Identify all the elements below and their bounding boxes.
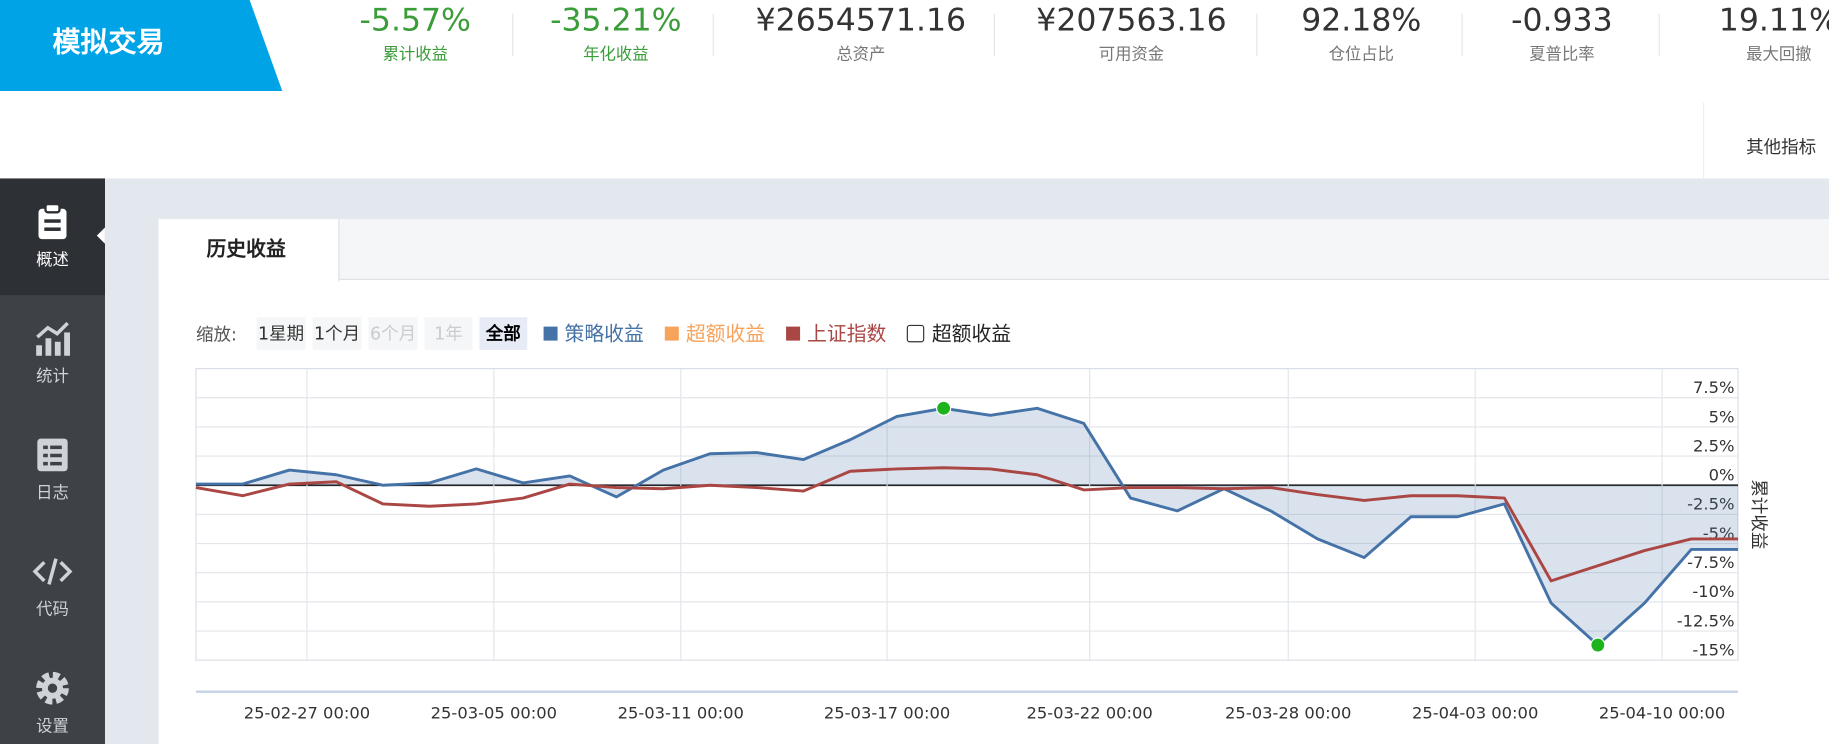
legend-swatch <box>543 326 558 341</box>
y-tick-label: -10% <box>1692 582 1734 601</box>
y-tick-label: 7.5% <box>1693 378 1734 397</box>
checkbox-label[interactable]: 超额收益 <box>932 323 1011 346</box>
stat: 19.11% 最大回撤 <box>1680 0 1829 65</box>
divider <box>1658 13 1660 56</box>
series-line <box>195 406 1739 647</box>
nav-label: 代码 <box>36 600 69 620</box>
divider <box>512 13 514 56</box>
tab[interactable]: 历史收益 <box>158 219 340 282</box>
stat-label: 仓位占比 <box>1328 45 1394 65</box>
zoom-button[interactable]: 1年 <box>424 317 473 350</box>
stat: -0.933 夏普比率 <box>1463 0 1661 65</box>
x-tick-label: 25-02-27 00:00 <box>244 704 370 723</box>
zoom-button[interactable]: 全部 <box>479 317 528 350</box>
other-metrics[interactable]: 其他指标 <box>1703 102 1829 179</box>
nav-item[interactable]: 日志 <box>0 412 105 529</box>
stat-value: 92.18% <box>1301 2 1422 39</box>
y-tick-label: -2.5% <box>1687 495 1734 514</box>
nav-label: 日志 <box>36 484 69 503</box>
x-tick-label: 25-04-03 00:00 <box>1412 704 1538 723</box>
icon <box>32 558 73 585</box>
zoom-label: 缩放: <box>195 324 237 346</box>
tab-bar <box>158 219 1829 280</box>
notch <box>96 227 105 244</box>
extreme-marker <box>1590 637 1606 653</box>
zoom-button[interactable]: 6个月 <box>368 317 418 350</box>
icon <box>38 202 67 240</box>
stat: -35.21% 年化收益 <box>517 0 715 65</box>
x-tick-label: 25-03-11 00:00 <box>618 704 744 723</box>
stat-label: 可用资金 <box>1098 45 1165 65</box>
stat: 92.18% 仓位占比 <box>1262 0 1460 65</box>
x-tick-label: 25-03-28 00:00 <box>1225 704 1351 723</box>
icon <box>37 438 68 472</box>
nav-label: 设置 <box>36 717 69 737</box>
zoom-button[interactable]: 1个月 <box>312 317 362 350</box>
stat-value: 19.11% <box>1718 2 1829 39</box>
y-tick-label: 2.5% <box>1693 436 1734 455</box>
brand-title: 模拟交易 <box>0 0 283 91</box>
icon <box>36 671 69 705</box>
zoom-button[interactable]: 1星期 <box>256 317 306 350</box>
series-area <box>195 408 1739 646</box>
legend-swatch <box>664 326 679 341</box>
y-tick-label: -15% <box>1692 641 1734 660</box>
x-tick-label: 25-04-10 00:00 <box>1599 704 1725 723</box>
stat-value: -0.933 <box>1511 2 1613 39</box>
stat: ¥207563.16 可用资金 <box>1015 0 1248 65</box>
divider <box>1461 13 1463 56</box>
stat: ¥2654571.16 总资产 <box>744 0 977 65</box>
icon <box>36 321 70 356</box>
nav-item[interactable]: 设置 <box>0 645 105 744</box>
legend-label[interactable]: 上证指数 <box>807 323 886 346</box>
nav-item[interactable]: 统计 <box>0 295 105 412</box>
stat-value: ¥2654571.16 <box>755 2 967 39</box>
checkbox[interactable] <box>906 324 925 343</box>
x-tick-label: 25-03-22 00:00 <box>1026 704 1152 723</box>
nav-item[interactable]: 代码 <box>0 528 105 645</box>
stat-value: ¥207563.16 <box>1036 2 1227 39</box>
stat: -5.57% 累计收益 <box>316 0 514 65</box>
divider <box>712 13 714 56</box>
y-axis-title: 累计收益 <box>1748 479 1768 549</box>
y-tick-label: -7.5% <box>1687 553 1734 572</box>
y-tick-label: 0% <box>1709 466 1735 485</box>
nav-label: 概述 <box>36 250 69 270</box>
stat-label: 年化收益 <box>583 45 649 65</box>
sidebar: 概述 统计 日志 代码 设置 <box>0 178 105 744</box>
stat-value: -5.57% <box>359 2 471 39</box>
stat-label: 夏普比率 <box>1529 45 1595 65</box>
legend-label[interactable]: 策略收益 <box>565 323 644 346</box>
y-tick-label: -12.5% <box>1677 611 1735 630</box>
legend-label[interactable]: 超额收益 <box>686 323 765 346</box>
nav-label: 统计 <box>36 367 69 387</box>
y-tick-label: 5% <box>1709 407 1735 426</box>
series-line <box>195 466 1739 583</box>
divider <box>1256 13 1258 56</box>
stat-label: 总资产 <box>836 45 886 65</box>
x-tick-label: 25-03-05 00:00 <box>431 704 557 723</box>
stat-label: 累计收益 <box>382 45 448 65</box>
extreme-marker <box>936 400 952 416</box>
legend-swatch <box>786 326 801 341</box>
top-bar <box>0 0 1829 179</box>
stat-value: -35.21% <box>550 2 682 39</box>
x-tick-label: 25-03-17 00:00 <box>824 704 950 723</box>
stat-label: 最大回撤 <box>1746 45 1812 65</box>
nav-item[interactable]: 概述 <box>0 178 105 296</box>
divider <box>993 13 995 56</box>
